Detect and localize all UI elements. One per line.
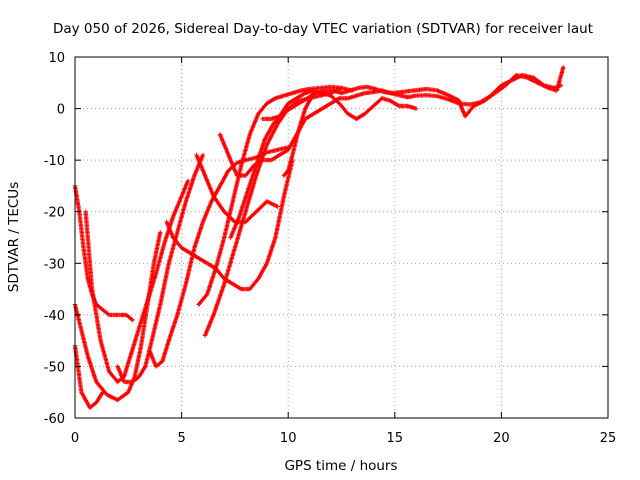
y-axis-title: SDTVAR / TECUs (6, 182, 22, 292)
axis-ticks: 0 5 10 15 20 25 -60 -50 -40 -30 -20 -10 0 10 (44, 51, 617, 446)
x-tick-label: 0 (71, 431, 79, 446)
series-pass-11 (217, 72, 564, 178)
plot-frame (74, 56, 609, 419)
y-tick-label: 10 (48, 51, 65, 66)
y-tick-label: -30 (44, 257, 65, 272)
series-pass-1 (72, 183, 135, 323)
series-pass-7 (164, 157, 295, 292)
y-tick-label: -60 (44, 412, 65, 427)
chart-title: Day 050 of 2026, Sidereal Day-to-day VTE… (53, 21, 593, 37)
series-pass-5 (115, 152, 206, 385)
y-tick-label: -40 (44, 309, 65, 324)
x-tick-label: 20 (493, 431, 510, 446)
series-pass-4 (83, 178, 191, 385)
x-tick-label: 5 (177, 431, 185, 446)
y-tick-label: -10 (44, 154, 65, 169)
x-tick-label: 25 (600, 431, 617, 446)
y-tick-label: -20 (44, 206, 65, 221)
y-tick-label: 0 (57, 103, 65, 118)
x-tick-label: 15 (387, 431, 404, 446)
x-tick-label: 10 (280, 431, 297, 446)
y-tick-label: -50 (44, 360, 65, 375)
x-axis-title: GPS time / hours (284, 458, 397, 474)
grid (75, 57, 608, 418)
series-pass-14 (281, 90, 316, 178)
series-pass-13 (260, 88, 419, 122)
data-points (72, 65, 566, 410)
series-pass-12 (228, 65, 566, 240)
